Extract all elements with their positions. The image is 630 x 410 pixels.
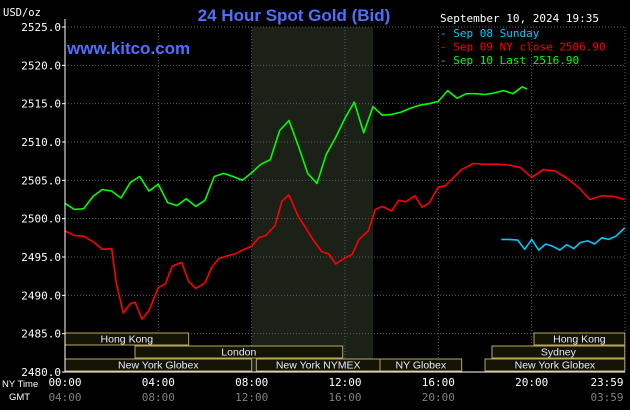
nymex-shaded-area (251, 27, 373, 372)
y-tick-label: 2505.0 (21, 174, 61, 187)
x-tick-label-gmt: 12:00 (235, 391, 268, 404)
session-bar (484, 358, 626, 372)
shaded-region (251, 27, 373, 372)
y-tick-label: 2490.0 (21, 289, 61, 302)
session-label: Hong Kong (101, 334, 154, 346)
x-tick-label-gmt: 08:00 (142, 391, 175, 404)
x-row-label-gmt: GMT (9, 392, 30, 403)
x-tick-label-gmt: 20:00 (422, 391, 455, 404)
x-tick-label-ny: 00:00 (48, 376, 81, 389)
session-label: New York NYMEX (276, 360, 361, 372)
y-tick-label: 2485.0 (21, 328, 61, 341)
session-bar (533, 332, 626, 346)
x-tick-label-gmt: 04:00 (48, 391, 81, 404)
y-tick-label: 2520.0 (21, 59, 61, 72)
x-tick-label-ny: 08:00 (235, 376, 268, 389)
series-line-1 (501, 227, 626, 251)
axes: 2525.0 2520.0 2515.0 2510.0 2505.0 2500.0 2495… (2, 19, 625, 404)
y-tick-label: 2495.0 (21, 251, 61, 264)
session-label: NY Globex (396, 360, 447, 372)
legend-entry-2: - Sep 09 NY close 2506.90 (440, 41, 606, 54)
y-tick-label: 2515.0 (21, 98, 61, 111)
session-label: New York Globex (515, 360, 596, 372)
session-bar (491, 345, 626, 359)
session-label: Sydney (541, 347, 577, 359)
x-tick-label-ny: 16:00 (422, 376, 455, 389)
series-line-2 (64, 162, 626, 320)
legend-entry-1: - Sep 08 Sunday (440, 27, 540, 40)
x-tick-label-ny: 23:59 (590, 376, 623, 389)
series-line-3 (64, 86, 528, 211)
x-tick-label-gmt: 16:00 (328, 391, 361, 404)
session-bar (134, 345, 344, 359)
x-tick-label-ny: 12:00 (328, 376, 361, 389)
timestamp: September 10, 2024 19:35 (440, 12, 599, 25)
legend: - Sep 08 Sunday- Sep 09 NY close 2506.90… (440, 27, 606, 67)
x-tick-label-ny: 04:00 (142, 376, 175, 389)
y-tick-label: 2500.0 (21, 213, 61, 226)
legend-entry-3: - Sep 10 Last 2516.90 (440, 54, 579, 67)
x-row-label-ny: NY Time (2, 379, 38, 390)
session-label: New York Globex (118, 360, 199, 372)
series-lines (64, 86, 626, 320)
watermark: www.kitco.com (66, 39, 190, 58)
x-tick-label-ny: 20:00 (515, 376, 548, 389)
y-tick-label: 2480.0 (21, 366, 61, 379)
y-tick-label: 2510.0 (21, 136, 61, 149)
y-unit-label: USD/oz (3, 7, 41, 19)
x-tick-label-gmt: 03:59 (590, 391, 623, 404)
y-tick-label: 2525.0 (21, 21, 61, 34)
session-label: London (221, 347, 256, 359)
session-bar (379, 358, 463, 372)
chart-title: 24 Hour Spot Gold (Bid) (198, 6, 391, 25)
session-label: Hong Kong (553, 334, 606, 346)
market-sessions: Hong Kong London New York Globex New York N… (64, 332, 626, 372)
